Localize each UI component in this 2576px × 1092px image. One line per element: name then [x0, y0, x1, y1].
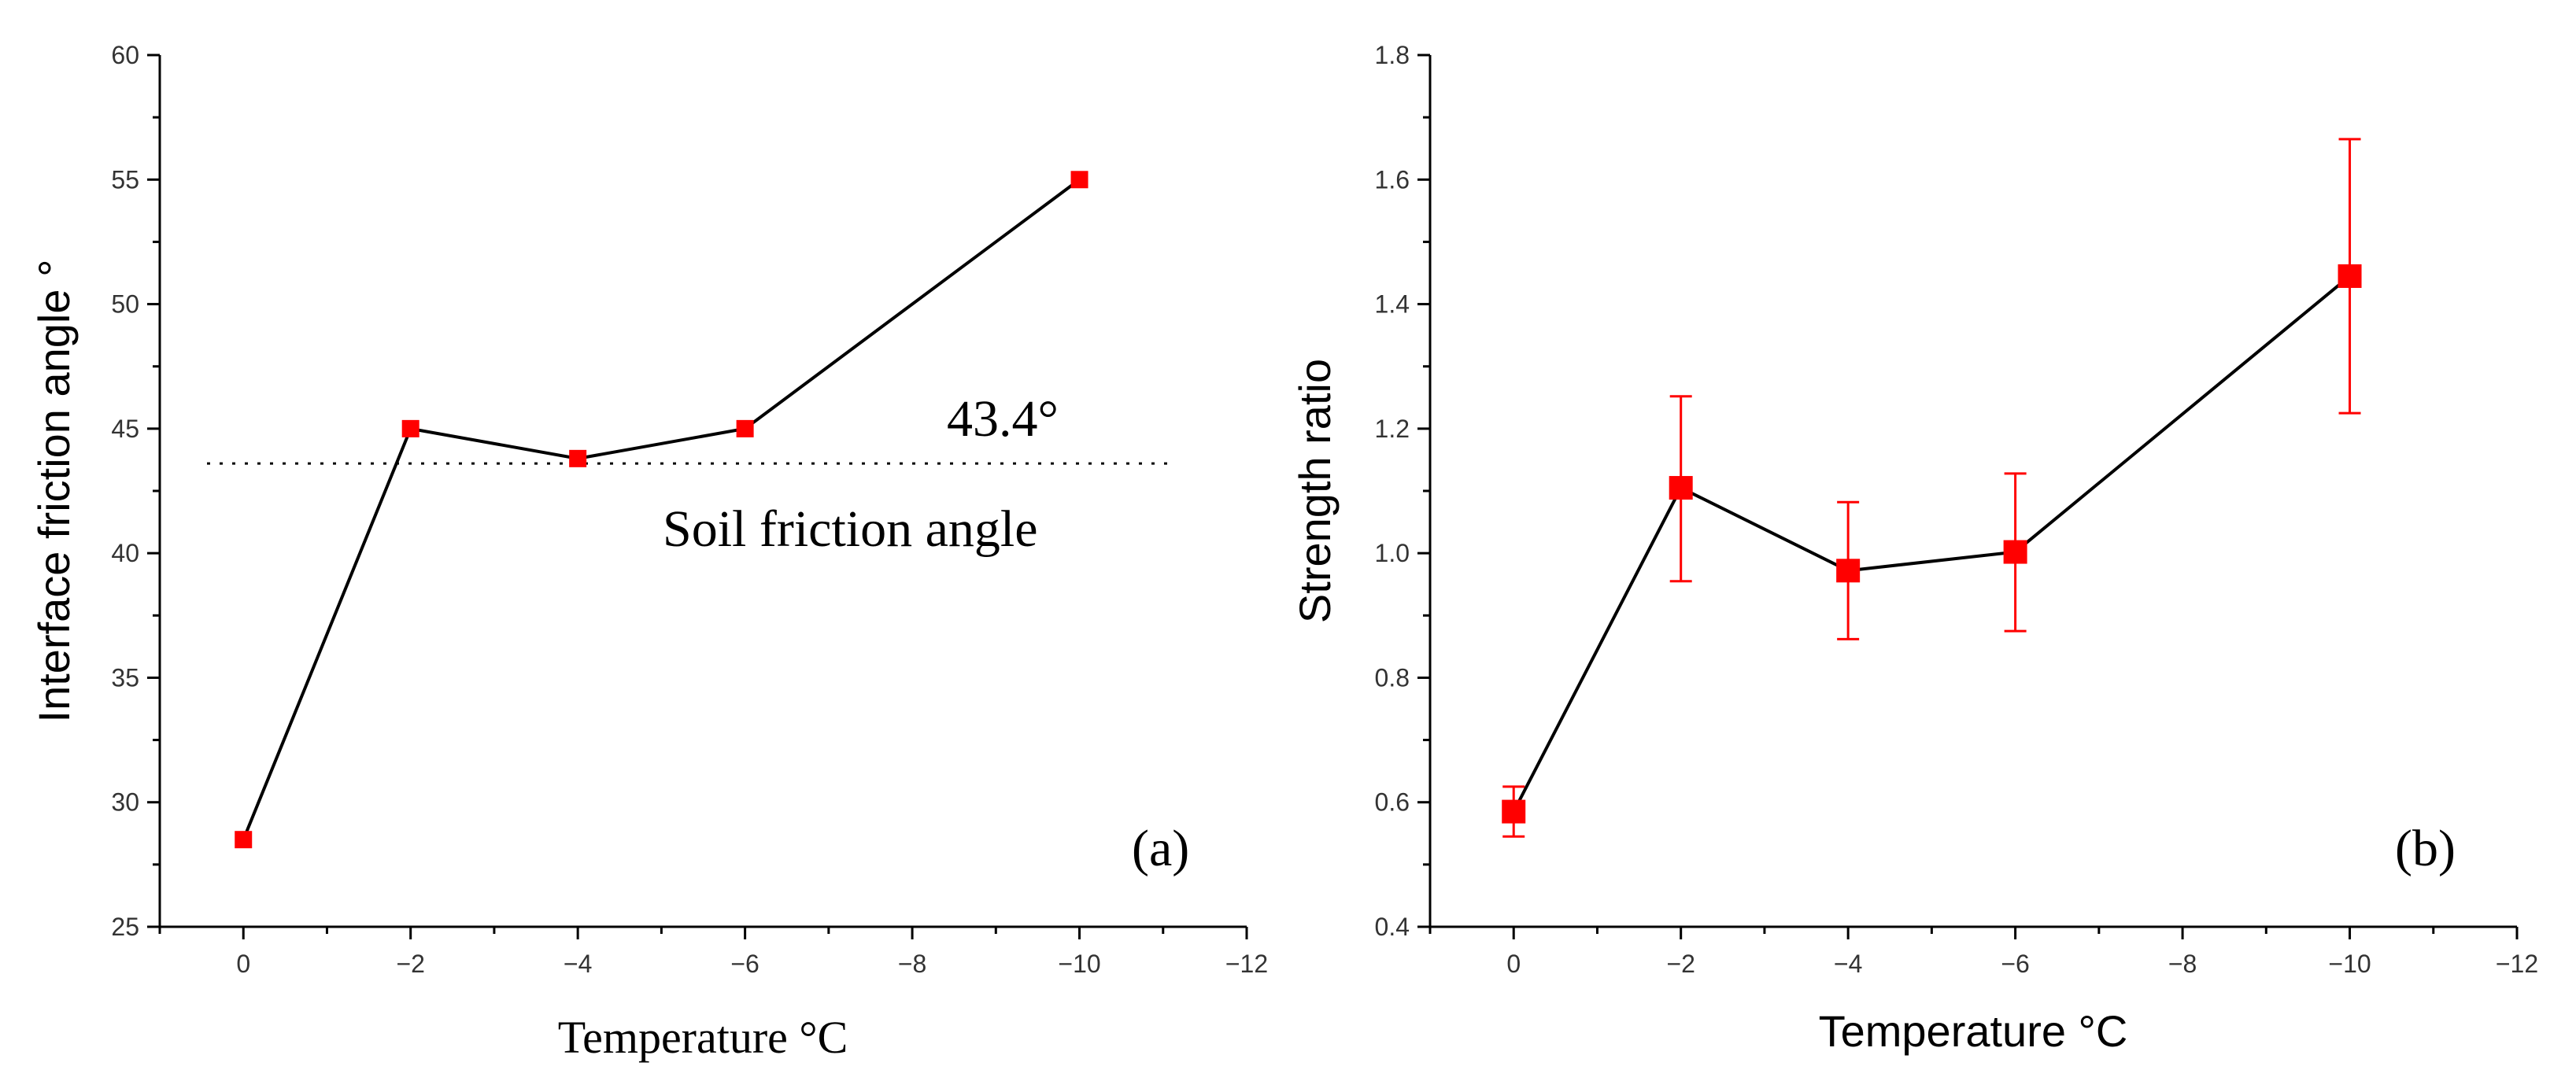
x-tick-label: −6 [730, 950, 759, 978]
y-tick-label: 1.0 [1375, 539, 1410, 567]
panel-a-label: (a) [1132, 820, 1189, 877]
y-tick-label: 0.8 [1375, 663, 1410, 692]
panel-b-strength-ratio-chart: 0 −2 −4 −6 −8 −10 −120.40.60.81.01.21.41.61.8 … [1290, 41, 2538, 1056]
y-tick-label: 40 [111, 539, 139, 567]
series-line [1512, 275, 2351, 813]
y-tick-label: 0.4 [1375, 913, 1410, 941]
x-tick-label: −2 [396, 950, 424, 978]
y-tick-label: 45 [111, 415, 139, 443]
y-tick-label: 50 [111, 290, 139, 319]
x-tick-label: −4 [564, 950, 592, 978]
panel-a-x-axis-title: Temperature °C [558, 1012, 848, 1063]
data-point-marker [1836, 559, 1861, 583]
panel-a-interface-friction-chart: 0 −2 −4 −6 −8 −10 −12 25 30 35 40 45 50 55 60 43.4° So… [29, 41, 1268, 1063]
data-point-marker [736, 419, 754, 437]
x-tick-label: −4 [1834, 950, 1862, 978]
y-tick-label: 0.6 [1375, 788, 1410, 817]
y-tick-label: 30 [111, 788, 139, 817]
data-point-marker [401, 419, 419, 437]
y-tick-label: 1.4 [1375, 290, 1410, 319]
x-tick-label: −10 [1058, 950, 1100, 978]
data-point-marker [2338, 264, 2362, 288]
x-tick-label: 0 [1506, 950, 1521, 978]
x-tick-label: −12 [2496, 950, 2538, 978]
y-tick-label: 55 [111, 165, 139, 194]
reference-line-text-label: Soil friction angle [663, 500, 1038, 558]
y-tick-label: 25 [111, 913, 139, 941]
y-tick-label: 35 [111, 663, 139, 692]
x-tick-label: −8 [898, 950, 926, 978]
y-tick-label: 1.6 [1375, 165, 1410, 194]
reference-line-value-label: 43.4° [947, 390, 1059, 448]
data-point-marker [2003, 540, 2027, 564]
x-tick-label: −6 [2001, 950, 2029, 978]
x-tick-label: −8 [2168, 950, 2197, 978]
data-point-marker [235, 831, 253, 849]
x-tick-label: −10 [2328, 950, 2371, 978]
panel-b-y-axis-title: Strength ratio [1290, 359, 1340, 623]
y-tick-label: 1.8 [1375, 41, 1410, 69]
panel-b-x-axis-title: Temperature °C [1819, 1006, 2128, 1056]
x-tick-label: −12 [1225, 950, 1268, 978]
data-point-marker [1502, 799, 1526, 824]
y-tick-label: 60 [111, 41, 139, 69]
data-point-marker [1070, 171, 1088, 189]
data-point-marker [1669, 476, 1693, 500]
data-point-marker [569, 449, 587, 467]
x-tick-label: 0 [236, 950, 250, 978]
y-tick-label: 1.2 [1375, 415, 1410, 443]
panel-a-y-axis-title: Interface friction angle ° [29, 260, 79, 723]
x-tick-label: −2 [1666, 950, 1695, 978]
panel-b-label: (b) [2395, 820, 2456, 877]
